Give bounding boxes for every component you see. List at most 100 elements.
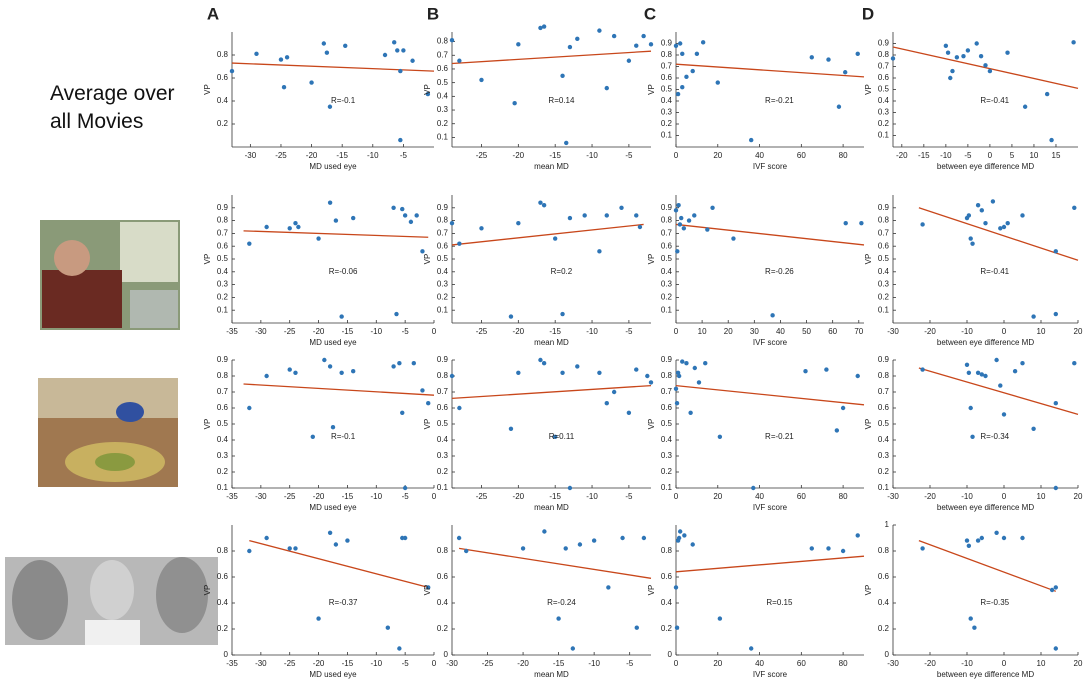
point [264,535,269,541]
y-tick-label: 0.4 [437,435,449,444]
x-tick-label: 10 [1029,151,1038,160]
y-tick-label: 0.8 [878,371,890,380]
point [620,535,625,541]
annotation: R=-0.26 [765,267,794,276]
point [684,74,689,80]
point [803,369,808,374]
movie-still [38,378,178,487]
point [676,535,682,541]
y-tick-label: 0.1 [661,305,673,314]
panel-letter: A [207,4,219,23]
point [770,313,775,318]
point [954,55,960,60]
x-tick-label: 10 [1037,327,1046,336]
point [970,434,975,439]
point [287,226,292,231]
annotation: R=-0.24 [547,598,576,607]
annotation: R=-0.37 [329,598,358,607]
y-tick-label: 0.5 [878,254,890,263]
y-tick-label: 0 [444,650,449,659]
y-tick-label: 0.1 [661,131,673,140]
point [694,51,700,57]
point [457,241,462,246]
trend-line [675,384,865,406]
point [449,373,455,379]
point [692,213,697,218]
movie-still [40,220,180,330]
point [611,389,617,395]
point [826,57,831,62]
point [717,616,723,621]
point [975,538,981,543]
point [310,434,315,439]
point [606,585,611,590]
point [645,373,650,379]
annotation: R=-0.06 [329,267,358,276]
point [1022,104,1028,109]
point [983,63,988,68]
x-tick-label: 0 [1002,492,1007,501]
y-tick-label: 0.4 [878,96,890,105]
point [975,203,981,208]
point [541,361,547,366]
x-tick-label: -20 [513,151,525,160]
y-tick-label: 0.3 [878,451,890,460]
y-tick-label: 0.2 [661,293,673,302]
point [611,33,617,39]
point [673,208,679,213]
x-tick-label: -35 [226,492,238,501]
x-axis-label: between eye difference MD [937,162,1034,171]
trend-line [675,223,865,246]
trend-line [451,384,652,400]
point [327,364,333,369]
y-tick-label: 0.4 [217,598,229,607]
y-tick-label: 0.2 [217,293,229,302]
annotation: R=-0.41 [980,96,1009,105]
x-axis-label: IVF score [753,670,788,679]
x-tick-label: 10 [1037,659,1046,668]
point [564,140,569,146]
point [560,370,565,375]
y-tick-label: 0.6 [661,73,673,82]
point [1012,369,1018,374]
point [990,199,996,204]
y-tick-label: 0.9 [878,39,890,48]
x-tick-label: 0 [674,492,679,501]
point [1049,137,1054,143]
x-tick-label: 60 [797,151,806,160]
y-tick-label: 0.5 [661,85,673,94]
y-tick-label: 0.3 [661,108,673,117]
x-tick-label: -20 [924,492,936,501]
y-axis-label: VP [423,585,432,596]
x-tick-label: 40 [755,492,764,501]
point [920,222,925,227]
x-tick-label: -10 [961,659,973,668]
x-axis-label: between eye difference MD [937,338,1034,347]
annotation: R=-0.41 [980,267,1009,276]
point [538,25,543,31]
y-tick-label: 0.9 [217,203,229,212]
y-tick-label: 0.7 [878,387,890,396]
y-tick-label: 0.6 [217,403,229,412]
x-tick-label: 20 [713,659,722,668]
panel-letter: B [427,4,439,23]
y-tick-label: 0.2 [661,119,673,128]
point [552,236,558,241]
y-tick-label: 0.5 [217,419,229,428]
y-tick-label: 0.6 [217,572,229,581]
x-tick-label: -5 [626,659,634,668]
x-tick-label: -10 [371,492,383,501]
x-tick-label: -25 [476,492,488,501]
y-tick-label: 0.2 [878,119,890,128]
point [567,485,573,491]
point [843,70,848,75]
point [604,85,609,91]
point [675,249,680,254]
y-tick-label: 0.5 [437,419,449,428]
y-tick-label: 0.4 [661,435,673,444]
x-tick-label: 20 [1074,659,1083,668]
y-tick-label: 0.5 [878,419,890,428]
point [690,68,695,74]
x-tick-label: -25 [284,492,296,501]
trend-line [892,46,1079,89]
